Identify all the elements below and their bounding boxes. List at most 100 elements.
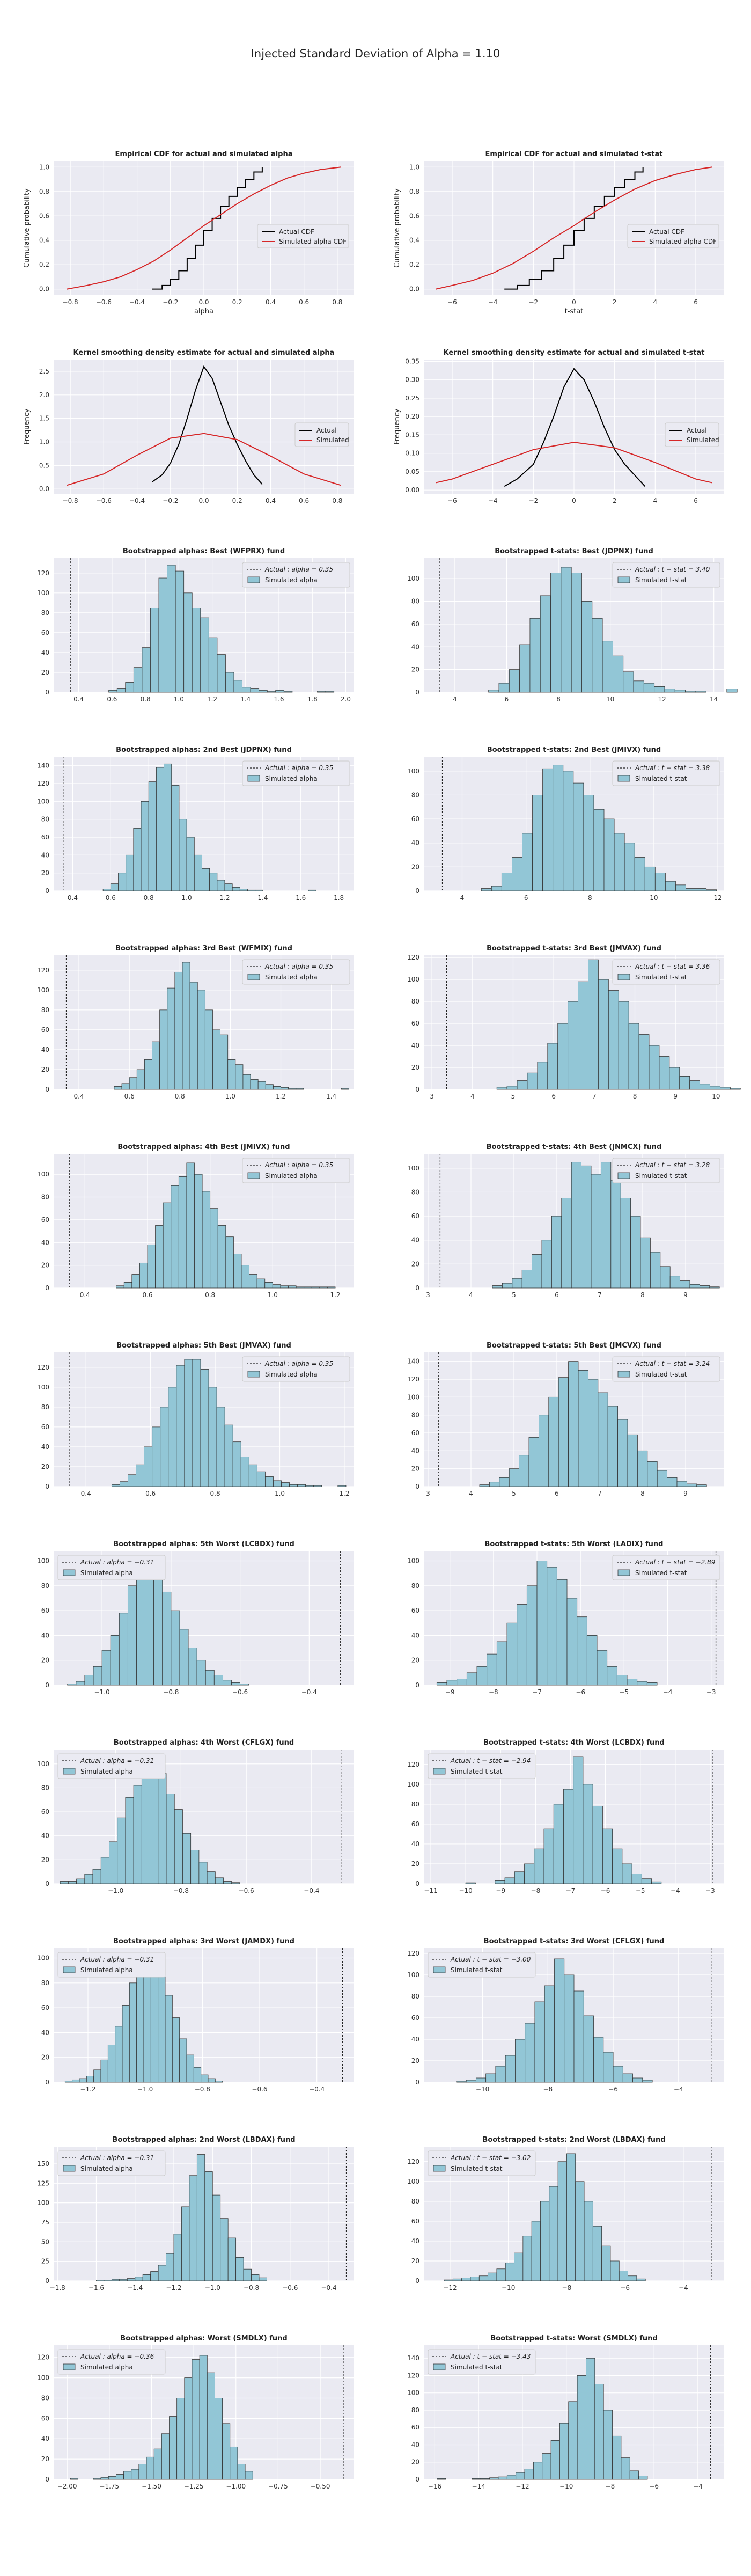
histogram-bar <box>522 2236 532 2281</box>
histogram-bar <box>540 595 551 693</box>
x-tick-label: 0.6 <box>142 1291 152 1299</box>
legend-label-simulated: Simulated alpha <box>80 1569 133 1577</box>
histogram-bar <box>319 1286 328 1289</box>
x-tick-label: 10 <box>650 894 658 902</box>
x-tick-label: 1.8 <box>307 696 318 703</box>
histogram-bar <box>265 1084 274 1090</box>
histogram-bar <box>142 647 151 693</box>
histogram-bar <box>643 683 655 693</box>
series-line-1 <box>152 167 263 290</box>
y-tick-label: 100 <box>37 1557 49 1565</box>
x-tick-label: −0.4 <box>301 1688 317 1696</box>
legend-label-actual: Actual : t − stat = 3.38 <box>635 764 710 772</box>
legend-box <box>57 2150 166 2176</box>
legend-label-actual: Actual : t − stat = −3.00 <box>450 1956 531 1963</box>
y-tick-label: 0.6 <box>409 212 419 219</box>
histogram-bar <box>495 1880 505 1884</box>
histogram-bar <box>509 1468 520 1487</box>
legend: Actual : alpha = −0.31 Simulated alpha <box>57 1555 166 1580</box>
histogram-bar <box>179 2038 187 2083</box>
histogram-bar <box>162 1591 172 1686</box>
histogram-bar <box>650 1252 661 1289</box>
y-tick-label: 0.0 <box>39 286 49 293</box>
histogram-bar <box>578 981 588 1090</box>
histogram-bar <box>158 2265 166 2281</box>
histogram-bar <box>192 1359 201 1487</box>
histogram-bar <box>644 866 656 891</box>
histogram-bar <box>150 1964 159 2083</box>
x-tick-label: −0.6 <box>239 1887 254 1894</box>
y-tick-label: 20 <box>41 1463 49 1470</box>
histogram-bar <box>232 887 240 891</box>
x-tick-label: 6 <box>505 696 509 703</box>
y-tick-label: 140 <box>37 762 49 770</box>
histogram-bar <box>96 2280 105 2281</box>
legend-label-simulated: Simulated t-stat <box>451 2165 503 2172</box>
histogram-bar <box>456 2081 467 2083</box>
histogram-bar <box>280 1285 289 1289</box>
histogram-bar <box>437 2478 446 2480</box>
x-tick-label: 0.4 <box>73 696 84 703</box>
histogram-bar <box>265 1476 274 1487</box>
histogram-bar <box>141 1763 150 1884</box>
histogram-bar <box>461 2278 471 2281</box>
legend-label-simulated: Simulated alpha <box>80 2165 133 2172</box>
histogram-bar <box>123 1282 132 1289</box>
histogram-bar <box>549 2186 558 2281</box>
histogram-bar <box>255 889 263 891</box>
x-tick-label: −10 <box>559 2483 573 2490</box>
histogram-bar <box>601 2245 611 2281</box>
histogram-bar <box>571 573 582 693</box>
legend-label-simulated: Simulated t-stat <box>635 775 687 782</box>
histogram-bar <box>204 2171 213 2281</box>
histogram-bar <box>141 801 149 891</box>
y-tick-label: 40 <box>41 1046 49 1053</box>
y-tick-label: 80 <box>411 1411 419 1419</box>
histogram-bar <box>544 1985 555 2083</box>
x-tick-label: −4 <box>488 497 498 504</box>
chart-title: Bootstrapped t-stats: 5th Worst (LADIX) … <box>484 1540 663 1548</box>
histogram-bar <box>550 2440 560 2480</box>
y-tick-label: 80 <box>411 791 419 799</box>
x-tick-label: 1.2 <box>276 1093 286 1100</box>
x-tick-label: 1.2 <box>339 1490 349 1497</box>
legend: Actual : t − stat = −2.89 Simulated t-sta… <box>612 1555 720 1580</box>
x-tick-label: 0.8 <box>175 1093 185 1100</box>
histogram-bar <box>233 1254 242 1289</box>
histogram-bar <box>533 2462 543 2480</box>
histogram-bar <box>240 1684 249 1686</box>
legend-swatch-simulated <box>433 2165 446 2172</box>
histogram-bar <box>153 1570 163 1686</box>
x-tick-label: −0.6 <box>96 497 112 504</box>
histogram-bar <box>517 1080 528 1090</box>
y-tick-label: 0 <box>415 1483 419 1490</box>
histogram-bar <box>527 1072 538 1090</box>
histogram-bar <box>685 691 696 693</box>
histogram-bar <box>196 1660 206 1686</box>
y-tick-label: 1.0 <box>39 438 49 446</box>
y-tick-label: 100 <box>37 1760 49 1768</box>
x-tick-label: −4 <box>488 298 498 306</box>
legend-swatch-simulated <box>617 974 630 980</box>
legend: Actual : t − stat = 3.38 Simulated t-stat <box>612 760 720 786</box>
histogram-bar <box>273 1086 281 1090</box>
histogram-bar <box>631 1874 642 1884</box>
y-tick-label: 0.25 <box>405 394 419 402</box>
y-tick-label: 1.0 <box>39 163 49 171</box>
histogram-bar <box>109 1841 118 1884</box>
legend-label-simulated: Simulated alpha <box>80 1966 133 1974</box>
legend-box <box>627 224 719 248</box>
chart-panel-18: 0 20 40 60 80 100 120 −11 −10 −9 −8 −7 −6 −5 −4 −3 Boots… <box>407 1739 724 1894</box>
histogram-bar <box>242 1074 251 1090</box>
histogram-bar <box>188 1648 197 1686</box>
chart-title: Bootstrapped alphas: 3rd Best (WFMIX) fu… <box>115 945 292 953</box>
legend-label-simulated: Simulated t-stat <box>635 1569 687 1577</box>
histogram-bar <box>488 690 499 693</box>
y-tick-label: 100 <box>407 767 419 775</box>
legend-label-actual: Actual : alpha = −0.31 <box>80 1558 154 1566</box>
histogram-bar <box>612 1848 623 1884</box>
x-tick-label: 0.8 <box>144 894 154 902</box>
histogram-bar <box>152 1426 161 1487</box>
y-tick-label: 125 <box>37 2179 49 2187</box>
legend-swatch-simulated <box>617 1172 630 1179</box>
